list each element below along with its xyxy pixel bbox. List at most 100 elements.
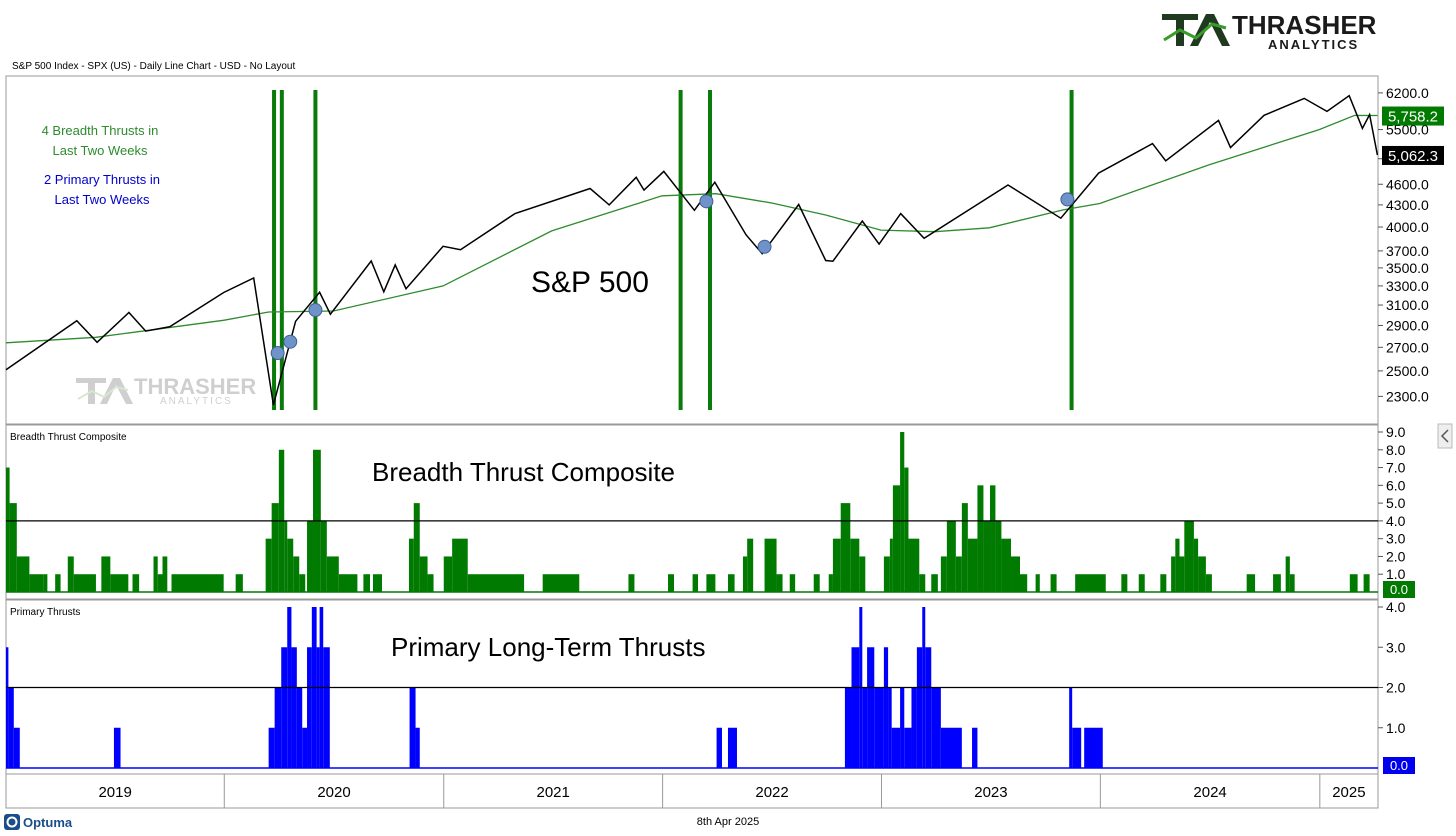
bar <box>727 727 737 768</box>
bar <box>851 647 860 768</box>
bar <box>1072 727 1082 768</box>
thrust-marker <box>1060 192 1075 207</box>
x-tick-label: 2022 <box>755 784 788 801</box>
bar <box>1349 574 1358 592</box>
bar <box>326 556 339 592</box>
bar <box>747 538 754 592</box>
primary-thrust-annotation: 2 Primary Thrusts in Last Two Weeks <box>44 172 160 207</box>
bar <box>1069 687 1073 768</box>
bar <box>157 574 163 592</box>
bar <box>925 647 932 768</box>
y-tick-label: 4600.0 <box>1386 176 1429 192</box>
bar <box>1184 520 1194 592</box>
bar <box>1289 574 1295 592</box>
bar <box>972 727 978 768</box>
thrust-marker <box>308 303 323 318</box>
breadth-panel-label: Breadth Thrust Composite <box>10 432 127 443</box>
bar <box>940 556 947 592</box>
bar <box>840 503 851 592</box>
bar <box>363 574 370 592</box>
bar <box>990 485 996 592</box>
y-tick-label: 1.0 <box>1386 566 1406 582</box>
bar <box>101 556 111 592</box>
bar <box>299 574 306 592</box>
bar <box>113 727 121 768</box>
bar <box>862 687 868 768</box>
bar <box>891 727 901 768</box>
thrasher-logo: THRASHER ANALYTICS <box>1162 10 1377 52</box>
watermark-secondary: ANALYTICS <box>160 396 233 407</box>
bar <box>427 574 434 592</box>
bar <box>413 503 420 592</box>
bar <box>874 687 884 768</box>
bar <box>844 687 852 768</box>
bar <box>961 503 968 592</box>
bar <box>1035 574 1040 592</box>
x-axis-frame <box>5 773 1379 809</box>
x-tick-label: 2023 <box>974 784 1007 801</box>
y-tick-label: 2900.0 <box>1386 317 1429 333</box>
chart-subtitle: S&P 500 Index - SPX (US) - Daily Line Ch… <box>12 61 295 72</box>
y-tick-label: 3700.0 <box>1386 243 1429 259</box>
bar <box>764 538 777 592</box>
breadth-panel: 9.0 8.0 7.06.0 5.0 4.0 3.02.0 1.0 Breadth Thru… <box>6 424 1415 598</box>
y-tick-label: 4000.0 <box>1386 219 1429 235</box>
y-tick-label: 3100.0 <box>1386 297 1429 313</box>
bar <box>977 485 984 592</box>
collapse-tab[interactable] <box>1437 423 1453 449</box>
bar <box>6 647 9 768</box>
bar <box>9 503 17 592</box>
bar <box>813 574 820 592</box>
y-tick-label: 3500.0 <box>1386 260 1429 276</box>
bar <box>900 432 905 592</box>
watermark: THRASHER ANALYTICS <box>76 374 256 407</box>
bar <box>946 520 956 592</box>
bar <box>291 647 297 768</box>
breadth-axis: 9.0 8.0 7.06.0 5.0 4.0 3.02.0 1.0 <box>1378 424 1406 582</box>
last-value-box <box>1382 145 1444 165</box>
bar <box>6 467 10 592</box>
bar <box>338 574 358 592</box>
bar <box>1198 556 1206 592</box>
x-tick-label: 2024 <box>1193 784 1226 801</box>
y-tick-label: 5.0 <box>1386 495 1406 511</box>
bar <box>1205 574 1212 592</box>
bar <box>372 574 382 592</box>
bar <box>889 538 893 592</box>
bar <box>883 556 890 592</box>
bar <box>1075 574 1106 592</box>
bar <box>293 556 300 592</box>
primary-panel: 4.0 3.0 2.0 1.0 Primary Thrusts Primary Lon… <box>6 599 1415 774</box>
y-tick-label: 4300.0 <box>1386 197 1429 213</box>
bar <box>1193 538 1199 592</box>
bar <box>235 574 243 592</box>
bar <box>1138 574 1145 592</box>
y-tick-label: 9.0 <box>1386 424 1406 440</box>
bar <box>995 520 1002 592</box>
bar <box>452 538 468 592</box>
bar <box>1285 556 1290 592</box>
chevron-left-icon <box>1440 429 1449 443</box>
x-tick-label: 2019 <box>98 784 131 801</box>
ta-logo-mark <box>1162 14 1230 46</box>
breadth-thrust-annotation: 4 Breadth Thrusts in Last Two Weeks <box>42 123 159 158</box>
bar <box>320 520 327 592</box>
bar <box>13 727 20 768</box>
bar <box>789 574 796 592</box>
bar <box>867 647 875 768</box>
bar <box>1050 574 1057 592</box>
y-tick-label: 1.0 <box>1386 720 1406 736</box>
moving-average-line <box>5 114 1378 344</box>
bar <box>287 538 294 592</box>
bar <box>43 574 48 592</box>
bar <box>776 574 783 592</box>
bar <box>892 485 901 592</box>
bar <box>284 520 288 592</box>
bar <box>415 727 420 768</box>
bar <box>281 647 288 768</box>
footer-date: 8th Apr 2025 <box>697 816 759 828</box>
bar <box>850 538 860 592</box>
thrust-marker <box>757 239 772 254</box>
primary-axis: 4.0 3.0 2.0 1.0 <box>1378 599 1406 736</box>
thrust-marker <box>270 346 285 361</box>
